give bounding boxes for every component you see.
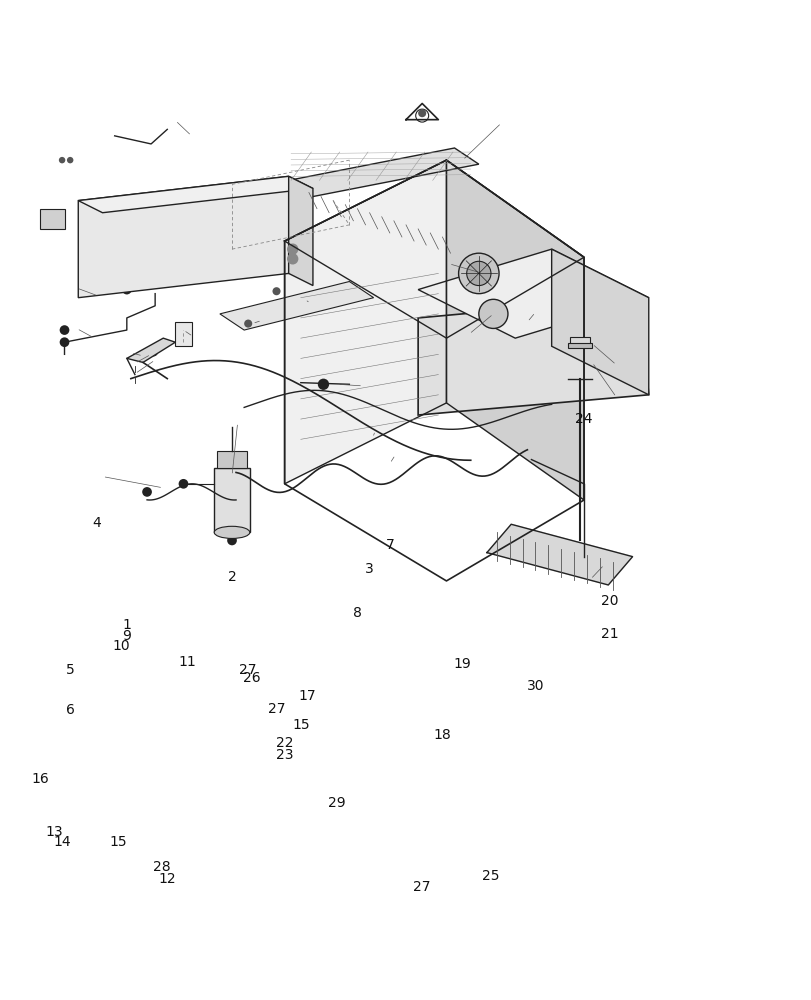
Bar <box>175 322 191 346</box>
Circle shape <box>142 487 152 497</box>
Text: 27: 27 <box>413 880 431 894</box>
Bar <box>569 337 589 346</box>
Polygon shape <box>285 160 583 338</box>
Polygon shape <box>288 148 478 197</box>
Circle shape <box>58 157 65 163</box>
Polygon shape <box>220 282 373 330</box>
Text: 17: 17 <box>298 689 315 703</box>
Text: 11: 11 <box>178 655 196 669</box>
Ellipse shape <box>214 526 250 538</box>
Text: 15: 15 <box>109 835 127 849</box>
Text: 27: 27 <box>268 702 285 716</box>
Circle shape <box>272 287 281 295</box>
Polygon shape <box>288 176 312 286</box>
Text: 23: 23 <box>276 748 293 762</box>
Polygon shape <box>418 249 648 338</box>
Circle shape <box>466 261 491 286</box>
Bar <box>567 343 591 348</box>
Text: 9: 9 <box>122 629 131 643</box>
Text: 16: 16 <box>32 772 49 786</box>
Polygon shape <box>78 176 312 213</box>
Text: 26: 26 <box>243 671 261 685</box>
Polygon shape <box>487 524 632 585</box>
Text: 14: 14 <box>54 835 71 849</box>
Polygon shape <box>446 160 583 500</box>
Text: 19: 19 <box>453 657 471 671</box>
Text: 15: 15 <box>292 718 309 732</box>
Text: 5: 5 <box>66 663 75 677</box>
Circle shape <box>573 324 586 337</box>
Circle shape <box>227 536 237 545</box>
Circle shape <box>317 379 328 390</box>
Circle shape <box>287 253 298 265</box>
Text: 22: 22 <box>276 736 293 750</box>
Text: 28: 28 <box>152 860 170 874</box>
Text: 24: 24 <box>574 412 592 426</box>
Text: 2: 2 <box>227 570 236 584</box>
Circle shape <box>418 109 426 117</box>
Text: 3: 3 <box>365 562 374 576</box>
Circle shape <box>59 325 69 335</box>
Circle shape <box>122 285 131 294</box>
Circle shape <box>59 337 69 347</box>
Text: 10: 10 <box>112 639 130 653</box>
Circle shape <box>67 157 73 163</box>
Text: 8: 8 <box>353 606 362 620</box>
Circle shape <box>287 243 298 255</box>
Polygon shape <box>285 160 446 484</box>
Text: 27: 27 <box>239 663 256 677</box>
Polygon shape <box>78 176 288 298</box>
Text: 25: 25 <box>482 869 499 883</box>
Text: 13: 13 <box>45 825 62 839</box>
Polygon shape <box>418 298 648 415</box>
Text: 4: 4 <box>92 516 101 530</box>
Text: 12: 12 <box>158 872 176 886</box>
Circle shape <box>458 253 499 294</box>
Polygon shape <box>127 338 175 362</box>
Text: 6: 6 <box>66 703 75 717</box>
Text: 1: 1 <box>122 618 131 632</box>
Circle shape <box>244 320 252 328</box>
Text: 30: 30 <box>526 679 543 693</box>
Text: 18: 18 <box>433 728 451 742</box>
Text: 21: 21 <box>600 627 618 641</box>
Bar <box>217 451 247 468</box>
Text: 20: 20 <box>600 594 618 608</box>
Bar <box>41 209 64 229</box>
Circle shape <box>478 299 508 328</box>
Polygon shape <box>551 249 648 395</box>
Text: 7: 7 <box>385 538 393 552</box>
Bar <box>214 468 250 532</box>
Circle shape <box>178 479 188 489</box>
Text: 29: 29 <box>328 796 345 810</box>
